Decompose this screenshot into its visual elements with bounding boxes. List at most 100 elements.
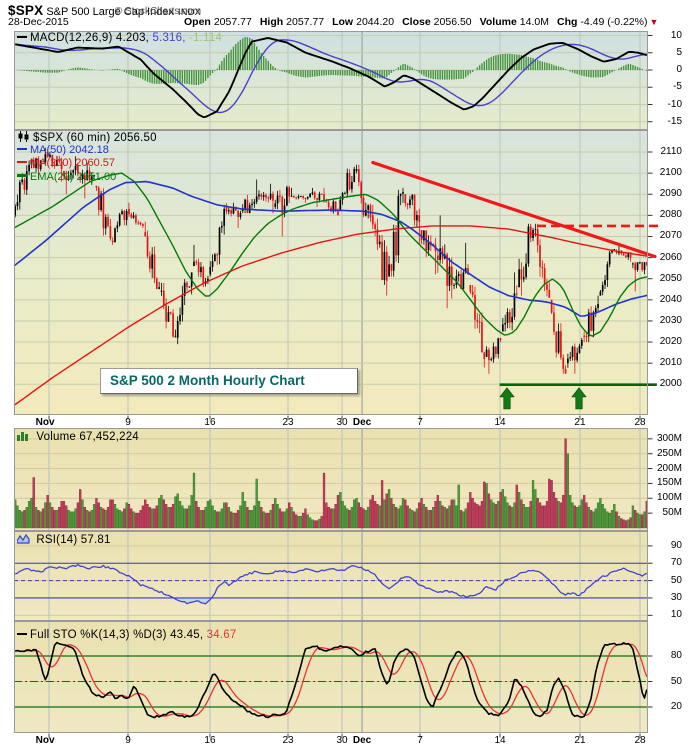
change-value: -4.49 (-0.22%) xyxy=(580,16,648,28)
y-axis-label: 2110 xyxy=(660,146,682,157)
legend-text: Volume 67,452,224 xyxy=(33,431,139,443)
y-axis-label: 0 xyxy=(676,64,682,75)
y-axis-label: 50M xyxy=(662,507,682,519)
y-axis-label: 50 xyxy=(670,574,682,586)
y-axis-label: -5 xyxy=(673,81,682,93)
x-axis-label: 16 xyxy=(204,735,216,746)
line-dash-icon xyxy=(17,160,27,164)
legend-row: $SPX (60 min) 2056.50 xyxy=(17,131,157,144)
x-axis-label: 21 xyxy=(574,416,586,428)
y-axis-label: 150M xyxy=(656,477,682,489)
close-value: 2056.50 xyxy=(433,16,472,28)
y-axis-label: 2100 xyxy=(659,167,682,179)
x-axis-label: 28 xyxy=(634,416,646,428)
change-label: Chg xyxy=(556,16,578,28)
change-down-icon: ▼ xyxy=(649,17,659,27)
legend-row: MA(50) 2042.18 xyxy=(17,144,157,157)
y-axis-label: 250M xyxy=(656,447,682,459)
line-dash-icon xyxy=(17,174,27,177)
legend-text: $SPX (60 min) 2056.50 xyxy=(33,132,157,144)
y-axis-label: 80 xyxy=(670,650,682,661)
y-axis-label: 50 xyxy=(670,675,682,687)
open-value: 2057.77 xyxy=(213,16,252,28)
symbol-name: S&P 500 Large Cap Index xyxy=(46,6,174,18)
exchange-label: INDX xyxy=(177,7,202,17)
legend-text: MACD(12,26,9) 4.203, xyxy=(30,32,150,44)
legend-text: MA(50) 2042.18 xyxy=(30,144,109,157)
y-axis-label: 300M xyxy=(656,432,682,444)
sto-legend: Full STO %K(14,3) %D(3) 43.45, 34.67 xyxy=(17,629,236,642)
x-axis-label: Dec xyxy=(352,735,372,746)
y-axis-label: 2090 xyxy=(659,188,682,200)
y-axis-label: 2010 xyxy=(659,357,682,369)
price-legend: $SPX (60 min) 2056.50 MA(50) 2042.18 MA(20… xyxy=(17,131,157,184)
x-axis-label: 23 xyxy=(282,735,294,746)
volume-value: 14.0M xyxy=(519,16,549,28)
x-axis-label: 23 xyxy=(282,416,294,428)
line-dash-icon xyxy=(17,147,27,151)
chart-date: 28-Dec-2015 xyxy=(8,16,69,28)
x-axis-label: 16 xyxy=(204,416,216,428)
x-axis-label: Nov xyxy=(35,735,55,746)
legend-text: -1.114 xyxy=(185,32,222,44)
legend-text: 5.316, xyxy=(149,32,186,44)
x-axis-label: Nov xyxy=(35,416,55,428)
y-axis-label: 90 xyxy=(670,539,682,551)
volume-label: Volume xyxy=(479,16,517,28)
y-axis-label: 2000 xyxy=(659,378,682,390)
y-axis-label: 2050 xyxy=(659,272,682,284)
x-axis-label: 9 xyxy=(125,735,131,746)
copyright: © StockCharts.com xyxy=(114,6,202,17)
y-axis-label: 20 xyxy=(670,701,682,712)
volume-legend: Volume 67,452,224 xyxy=(17,430,139,443)
y-axis-label: 2030 xyxy=(659,314,682,326)
high-label: High xyxy=(259,16,284,28)
x-axis-label: 7 xyxy=(417,735,423,746)
legend-row: MACD(12,26,9) 4.203, 5.316, -1.114 xyxy=(17,32,222,45)
x-axis-label: Dec xyxy=(352,416,372,428)
annotation-box: S&P 500 2 Month Hourly Chart xyxy=(100,368,358,394)
macd-legend: MACD(12,26,9) 4.203, 5.316, -1.114 xyxy=(17,32,222,45)
rsi-zigzag-icon xyxy=(16,533,30,548)
y-axis-label: 10 xyxy=(670,609,682,621)
x-axis-label: 14 xyxy=(494,735,506,746)
x-axis-label: 14 xyxy=(494,416,506,428)
y-axis-label: 2070 xyxy=(659,230,682,242)
rsi-legend: RSI(14) 57.81 xyxy=(16,533,111,548)
y-axis-label: 5 xyxy=(676,46,682,58)
volume-bars-icon xyxy=(17,430,30,445)
legend-text: Full STO %K(14,3) %D(3) 43.45, xyxy=(30,629,204,641)
legend-text: EMA(20) 2051.00 xyxy=(30,170,117,183)
high-value: 2057.77 xyxy=(286,16,325,28)
low-label: Low xyxy=(332,16,354,28)
y-axis-label: 100M xyxy=(656,492,682,504)
legend-text: MA(200) 2060.57 xyxy=(30,157,115,170)
y-axis-label: 10 xyxy=(670,29,682,41)
candlestick-icon xyxy=(17,131,30,146)
y-axis-label: 30 xyxy=(670,591,682,603)
x-axis-label: 30 xyxy=(336,416,348,428)
legend-text: 34.67 xyxy=(203,629,237,641)
x-axis-label: 28 xyxy=(634,735,646,746)
y-axis-label: 2020 xyxy=(659,336,682,348)
legend-row: Full STO %K(14,3) %D(3) 43.45, 34.67 xyxy=(17,629,236,642)
symbol: $SPX xyxy=(8,3,44,18)
y-axis-label: 70 xyxy=(670,557,682,569)
header-title-row: $SPX S&P 500 Large Cap Index INDX © StockC… xyxy=(8,2,201,20)
y-axis-label: 200M xyxy=(656,462,682,474)
x-axis-label: 30 xyxy=(336,735,348,746)
y-axis-label: 2040 xyxy=(659,293,682,305)
close-label: Close xyxy=(402,16,431,28)
legend-row: MA(200) 2060.57 xyxy=(17,157,157,170)
y-axis-label: -10 xyxy=(667,98,682,110)
low-value: 2044.20 xyxy=(356,16,395,28)
x-axis-label: 9 xyxy=(125,416,131,428)
line-dash-icon xyxy=(17,35,27,38)
x-axis-label: 7 xyxy=(417,416,423,428)
y-axis-label: -15 xyxy=(667,115,682,127)
header-quote-row: 28-Dec-2015 Open 2057.77 High 2057.77 Low 2044… xyxy=(8,16,658,28)
legend-row: Volume 67,452,224 xyxy=(17,430,139,443)
x-axis-label: 21 xyxy=(574,735,586,746)
